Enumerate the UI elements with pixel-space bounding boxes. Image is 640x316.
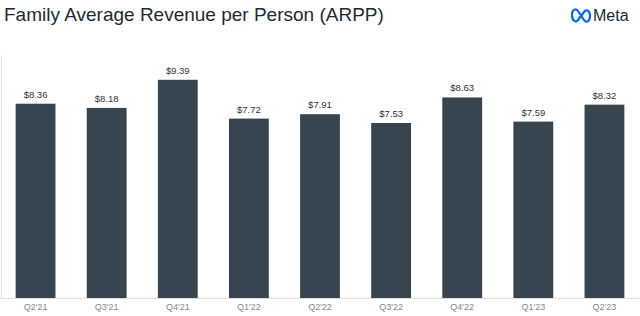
- x-tick-label: Q3'21: [95, 302, 119, 312]
- x-tick: Q2'23: [593, 302, 617, 312]
- logo-text: Meta: [593, 7, 629, 24]
- y-axis-line: [1, 55, 2, 299]
- chart: Family Average Revenue per Person (ARPP)…: [0, 0, 640, 316]
- data-label: $7.59: [521, 107, 545, 118]
- x-tick: Q2'22: [308, 302, 332, 312]
- bar: [442, 97, 482, 298]
- bar: [371, 123, 411, 298]
- x-tick: Q1'23: [521, 302, 545, 312]
- x-tick: Q1'22: [237, 302, 261, 312]
- x-tick-label: Q1'23: [521, 302, 545, 312]
- y-axis: [1, 55, 2, 299]
- logo: Meta: [572, 7, 629, 24]
- data-label: $9.39: [166, 65, 190, 76]
- bar: [585, 105, 625, 298]
- bar: [158, 80, 198, 298]
- data-label: $7.53: [379, 108, 403, 119]
- x-tick-label: Q3'22: [379, 302, 403, 312]
- x-tick-label: Q4'22: [450, 302, 474, 312]
- x-tick: Q4'21: [166, 302, 190, 312]
- x-tick: Q4'22: [450, 302, 474, 312]
- data-label: $8.18: [95, 93, 119, 104]
- x-tick-label: Q4'21: [166, 302, 190, 312]
- bar: [300, 114, 340, 298]
- title: Family Average Revenue per Person (ARPP): [4, 4, 384, 25]
- x-tick: Q3'22: [379, 302, 403, 312]
- x-tick: Q2'21: [24, 302, 48, 312]
- bar: [229, 119, 269, 298]
- bars: [16, 80, 625, 298]
- x-tick-label: Q2'21: [24, 302, 48, 312]
- data-label: $8.36: [24, 89, 48, 100]
- data-label: $8.32: [593, 90, 617, 101]
- bar: [16, 104, 56, 298]
- x-tick-label: Q2'22: [308, 302, 332, 312]
- bar: [87, 108, 127, 298]
- data-label: $7.72: [237, 104, 261, 115]
- x-axis-line: [1, 298, 640, 299]
- x-tick-label: Q1'22: [237, 302, 261, 312]
- x-tick-label: Q2'23: [593, 302, 617, 312]
- data-label: $8.63: [450, 82, 474, 93]
- x-tick: Q3'21: [95, 302, 119, 312]
- bar: [513, 122, 553, 298]
- data-label: $7.91: [308, 99, 332, 110]
- logo-icon: [572, 9, 590, 21]
- data-labels: $8.36 $8.18 $9.39 $7.72 $7.91 $7.53 $8.63 $7.59…: [24, 65, 617, 119]
- x-axis: Q2'21 Q3'21 Q4'21 Q1'22 Q2'22 Q3'22 Q4'22 Q1'23…: [1, 299, 640, 313]
